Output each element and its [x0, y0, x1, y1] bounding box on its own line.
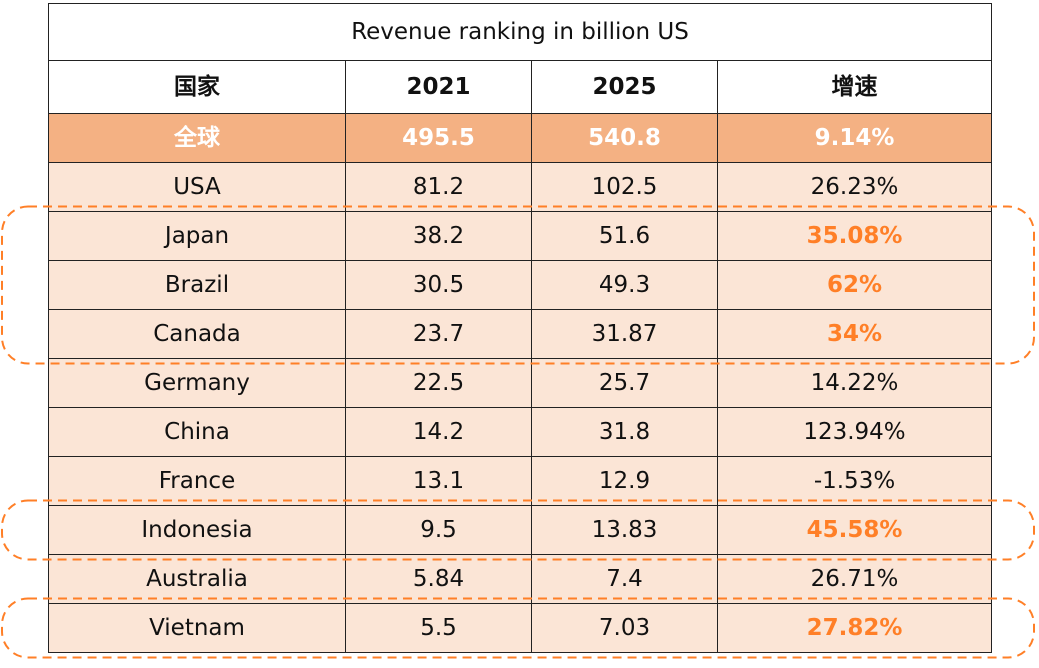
value-2025-cell: 13.83	[531, 505, 718, 555]
value-2025-cell: 31.87	[531, 309, 718, 359]
table-row: China 14.2 31.8 123.94%	[48, 407, 993, 457]
country-cell: France	[48, 456, 346, 506]
country-cell: Vietnam	[48, 603, 346, 653]
value-2021-cell: 81.2	[345, 162, 532, 212]
header-2025: 2025	[531, 60, 718, 114]
header-growth: 增速	[716, 60, 993, 114]
growth-cell: 26.23%	[716, 162, 993, 212]
growth-cell: 14.22%	[716, 358, 993, 408]
header-row: 国家 2021 2025 增速	[48, 60, 993, 114]
value-2025-cell: 49.3	[531, 260, 718, 310]
value-2021-cell: 13.1	[345, 456, 532, 506]
value-2025-cell: 12.9	[531, 456, 718, 506]
value-2025-cell: 102.5	[531, 162, 718, 212]
value-2025-cell: 7.03	[531, 603, 718, 653]
growth-cell: 62%	[716, 260, 993, 310]
country-cell: Brazil	[48, 260, 346, 310]
total-growth: 9.14%	[716, 113, 993, 163]
country-cell: Germany	[48, 358, 346, 408]
value-2021-cell: 5.84	[345, 554, 532, 604]
table-row: Australia 5.84 7.4 26.71%	[48, 554, 993, 604]
country-cell: Australia	[48, 554, 346, 604]
header-2021: 2021	[345, 60, 532, 114]
table-row: France 13.1 12.9 -1.53%	[48, 456, 993, 506]
growth-cell: 123.94%	[716, 407, 993, 457]
value-2025-cell: 51.6	[531, 211, 718, 261]
growth-cell: 26.71%	[716, 554, 993, 604]
total-row: 全球 495.5 540.8 9.14%	[48, 113, 993, 163]
value-2021-cell: 9.5	[345, 505, 532, 555]
table-row: Japan 38.2 51.6 35.08%	[48, 211, 993, 261]
value-2021-cell: 38.2	[345, 211, 532, 261]
table-row: Indonesia 9.5 13.83 45.58%	[48, 505, 993, 555]
country-cell: Indonesia	[48, 505, 346, 555]
table-row: USA 81.2 102.5 26.23%	[48, 162, 993, 212]
growth-cell: 35.08%	[716, 211, 993, 261]
value-2021-cell: 30.5	[345, 260, 532, 310]
value-2021-cell: 14.2	[345, 407, 532, 457]
value-2025-cell: 31.8	[531, 407, 718, 457]
table-title: Revenue ranking in billion US	[47, 3, 993, 61]
value-2025-cell: 7.4	[531, 554, 718, 604]
table-row: Germany 22.5 25.7 14.22%	[48, 358, 993, 408]
total-country: 全球	[48, 113, 346, 163]
growth-cell: 45.58%	[716, 505, 993, 555]
table-row: Brazil 30.5 49.3 62%	[48, 260, 993, 310]
title-row: Revenue ranking in billion US	[47, 3, 993, 61]
growth-cell: 34%	[716, 309, 993, 359]
growth-cell: 27.82%	[716, 603, 993, 653]
value-2021-cell: 5.5	[345, 603, 532, 653]
country-cell: Canada	[48, 309, 346, 359]
revenue-table: Revenue ranking in billion US 国家 2021 20…	[47, 3, 993, 653]
growth-cell: -1.53%	[716, 456, 993, 506]
country-cell: Japan	[48, 211, 346, 261]
header-country: 国家	[48, 60, 346, 114]
value-2025-cell: 25.7	[531, 358, 718, 408]
country-cell: China	[48, 407, 346, 457]
total-2025: 540.8	[531, 113, 718, 163]
value-2021-cell: 22.5	[345, 358, 532, 408]
country-cell: USA	[48, 162, 346, 212]
total-2021: 495.5	[345, 113, 532, 163]
value-2021-cell: 23.7	[345, 309, 532, 359]
table-row: Canada 23.7 31.87 34%	[48, 309, 993, 359]
table-row: Vietnam 5.5 7.03 27.82%	[48, 603, 993, 653]
